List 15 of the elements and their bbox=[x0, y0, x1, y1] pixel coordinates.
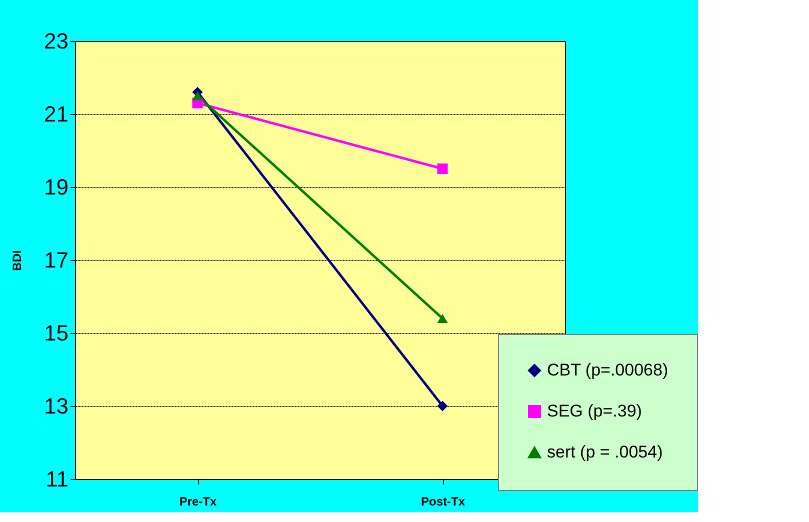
y-tick-label: 21 bbox=[44, 102, 68, 126]
y-tick-label: 19 bbox=[44, 174, 68, 200]
x-tick-label: Pre-Tx bbox=[179, 494, 217, 508]
x-tick-label: Post-Tx bbox=[420, 494, 466, 508]
y-tick-label: 17 bbox=[44, 248, 68, 272]
legend-label: sert (p = .0054) bbox=[547, 442, 663, 462]
legend-label: SEG (p=.39) bbox=[547, 402, 642, 420]
y-axis-title: BDI bbox=[10, 250, 24, 271]
y-tick-label: 15 bbox=[44, 320, 68, 346]
y-tick-label: 11 bbox=[46, 466, 68, 492]
point bbox=[437, 400, 448, 412]
y-tick-label: 23 bbox=[44, 28, 68, 54]
legend-label: CBT (p=.00068) bbox=[547, 360, 668, 380]
y-tick-label: 13 bbox=[44, 394, 68, 418]
point bbox=[437, 164, 448, 174]
